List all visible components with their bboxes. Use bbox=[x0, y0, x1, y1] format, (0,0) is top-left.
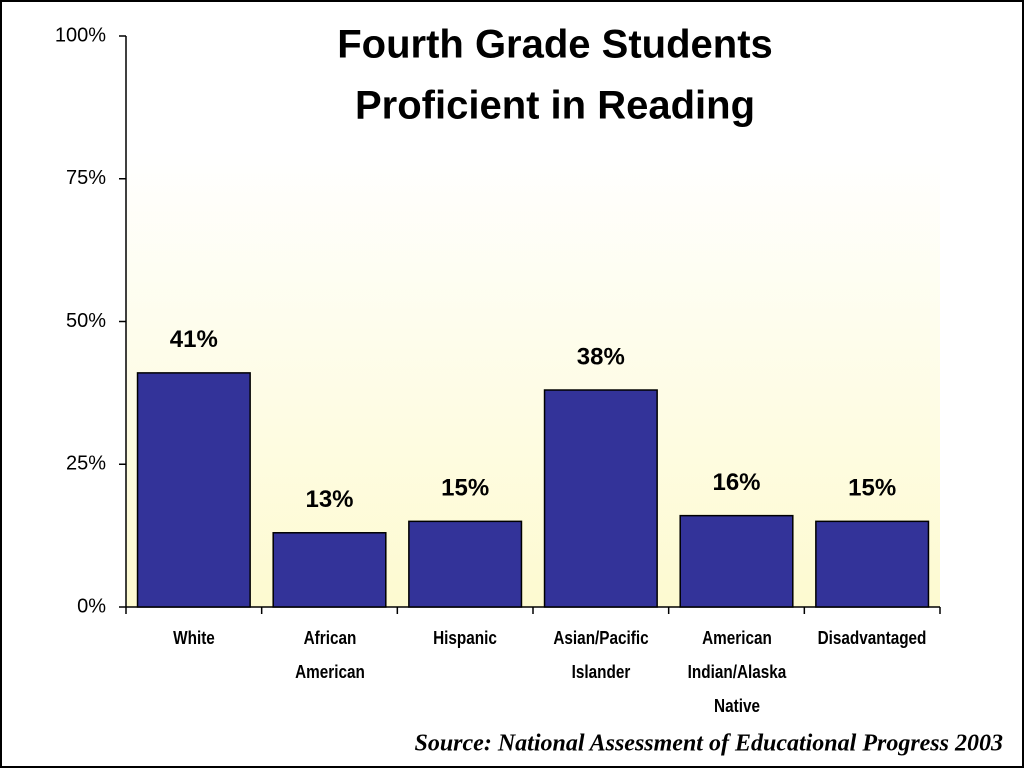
value-label: 16% bbox=[712, 469, 760, 496]
x-tick-label: African American bbox=[294, 628, 365, 682]
x-tick-label: Disadvantaged bbox=[817, 628, 927, 648]
y-tick-label: 50% bbox=[66, 310, 106, 332]
bar bbox=[679, 514, 794, 608]
value-label: 13% bbox=[305, 486, 353, 513]
x-tick-label: White bbox=[173, 628, 215, 648]
bar bbox=[408, 520, 523, 608]
bar bbox=[815, 520, 930, 608]
y-tick-label: 100% bbox=[55, 24, 106, 46]
value-label: 15% bbox=[848, 475, 896, 502]
value-label: 41% bbox=[170, 326, 218, 353]
x-tick-label: American Indian/Alaska Native bbox=[687, 628, 786, 716]
y-tick-label: 75% bbox=[66, 167, 106, 189]
x-tick-label: Hispanic bbox=[433, 628, 498, 648]
x-tick-label: Asian/Pacific Islander bbox=[553, 628, 649, 682]
plot-background bbox=[126, 36, 940, 607]
y-tick-label: 25% bbox=[66, 453, 106, 475]
value-label: 15% bbox=[441, 475, 489, 502]
value-label: 38% bbox=[577, 343, 625, 370]
bar bbox=[136, 372, 251, 608]
y-tick-label: 0% bbox=[77, 595, 106, 617]
chart-title: Fourth Grade Students bbox=[337, 23, 773, 67]
bar bbox=[272, 532, 387, 608]
chart-title: Proficient in Reading bbox=[355, 84, 755, 128]
bar bbox=[543, 389, 658, 608]
source-note: Source: National Assessment of Education… bbox=[414, 731, 1003, 757]
